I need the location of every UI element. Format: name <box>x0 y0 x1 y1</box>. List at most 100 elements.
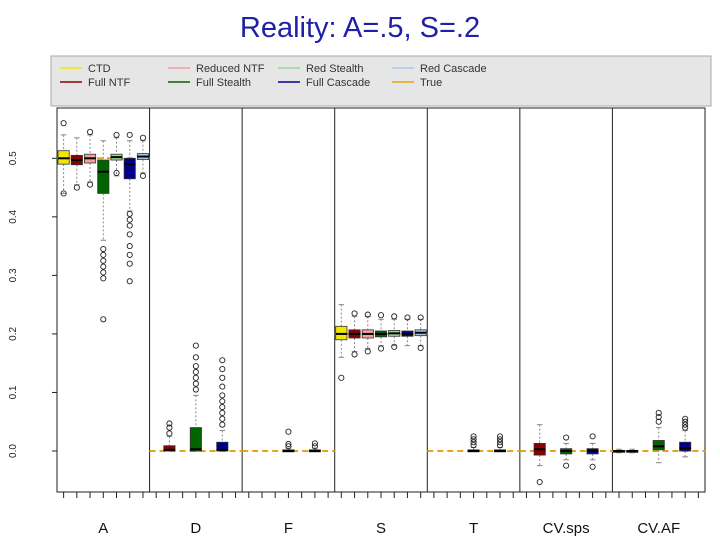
outlier-point <box>563 434 570 441</box>
outlier-point <box>166 424 173 431</box>
legend-box <box>50 55 712 107</box>
outlier-point <box>192 354 199 361</box>
outlier-point <box>126 260 133 267</box>
y-tick-label: 0.1 <box>8 385 19 399</box>
plot-frame <box>56 107 706 493</box>
legend-label: Red Stealth <box>306 63 363 75</box>
legend: CTD Full NTF Reduced NTF Full Stealth Red St… <box>50 55 712 107</box>
outlier-point <box>655 413 662 421</box>
outlier-point <box>338 374 345 381</box>
y-tick-label: 0.4 <box>8 209 19 223</box>
outlier-point <box>351 310 358 317</box>
x-category-label: D <box>190 520 201 537</box>
outlier-point <box>219 383 226 390</box>
outlier-point <box>285 428 292 435</box>
outlier-point <box>100 245 107 253</box>
slide-title: Reality: A=.5, S=.2 <box>239 12 481 44</box>
outlier-point <box>682 421 689 428</box>
outlier-point <box>139 134 147 141</box>
outlier-point <box>73 184 80 191</box>
legend-label: Full NTF <box>88 77 130 89</box>
box-full-cascade <box>216 441 229 452</box>
outlier-point <box>496 442 504 449</box>
outlier-point <box>139 172 147 179</box>
box-full-cascade <box>123 157 136 180</box>
outlier-point <box>126 216 133 223</box>
outlier-point <box>496 433 504 440</box>
outlier-point <box>192 380 199 387</box>
y-tick-label: 0.0 <box>8 444 19 458</box>
x-category-label: A <box>98 520 108 537</box>
outlier-point <box>100 275 107 282</box>
outlier-point <box>470 439 477 446</box>
y-tick-label: 0.3 <box>8 268 19 282</box>
box-full-stealth <box>652 440 665 451</box>
x-category-label: T <box>469 520 478 537</box>
outlier-point <box>470 442 477 449</box>
outlier-point <box>166 420 173 427</box>
outlier-point <box>496 439 504 446</box>
outlier-point <box>417 344 424 352</box>
outlier-point <box>60 190 67 197</box>
outlier-point <box>377 345 385 352</box>
outlier-point <box>126 210 133 217</box>
outlier-point <box>126 243 133 250</box>
outlier-point <box>219 365 226 373</box>
outlier-point <box>100 316 107 323</box>
outlier-point <box>404 314 411 321</box>
outlier-point <box>391 343 398 350</box>
outlier-point <box>192 374 199 381</box>
outlier-point <box>113 169 120 176</box>
outlier-point <box>682 415 689 422</box>
outlier-point <box>100 263 107 270</box>
outlier-point <box>655 418 662 425</box>
outlier-point <box>496 436 504 443</box>
outlier-point <box>219 357 226 364</box>
outlier-point <box>87 181 94 188</box>
outlier-point <box>391 313 398 320</box>
outlier-point <box>60 120 67 127</box>
outlier-point <box>682 424 689 431</box>
outlier-point <box>682 418 689 425</box>
box-full-stealth <box>97 159 110 194</box>
outlier-point <box>311 440 318 447</box>
outlier-point <box>311 443 318 450</box>
outlier-point <box>364 311 371 318</box>
outlier-point <box>113 131 120 138</box>
x-category-label: S <box>376 520 386 537</box>
x-category-label: CV.sps <box>543 520 590 537</box>
outlier-point <box>100 257 107 264</box>
outlier-point <box>192 386 199 393</box>
outlier-point <box>377 312 385 319</box>
outlier-point <box>219 409 226 416</box>
outlier-point <box>364 348 371 355</box>
x-category-label: F <box>284 520 293 537</box>
y-tick-label: 0.5 <box>8 151 19 165</box>
outlier-point <box>219 392 226 399</box>
outlier-point <box>536 478 543 486</box>
box-full-ntf <box>163 445 176 452</box>
legend-label: Red Cascade <box>420 63 487 75</box>
legend-label: Full Stealth <box>196 77 251 89</box>
outlier-point <box>192 368 199 376</box>
outlier-point <box>219 404 226 411</box>
outlier-point <box>470 433 477 440</box>
outlier-point <box>219 374 226 381</box>
y-tick-label: 0.2 <box>8 327 19 341</box>
outlier-point <box>192 342 199 349</box>
outlier-point <box>470 436 477 443</box>
outlier-point <box>126 278 133 285</box>
outlier-point <box>285 443 292 450</box>
outlier-point <box>219 421 226 428</box>
legend-label: CTD <box>88 63 111 75</box>
outlier-point <box>126 222 133 229</box>
box-full-stealth <box>189 427 202 452</box>
outlier-point <box>219 398 226 405</box>
box-full-cascade <box>679 441 692 452</box>
outlier-point <box>100 269 107 276</box>
outlier-point <box>192 363 199 370</box>
outlier-point <box>417 314 424 321</box>
outlier-point <box>655 409 662 416</box>
outlier-point <box>100 251 107 258</box>
